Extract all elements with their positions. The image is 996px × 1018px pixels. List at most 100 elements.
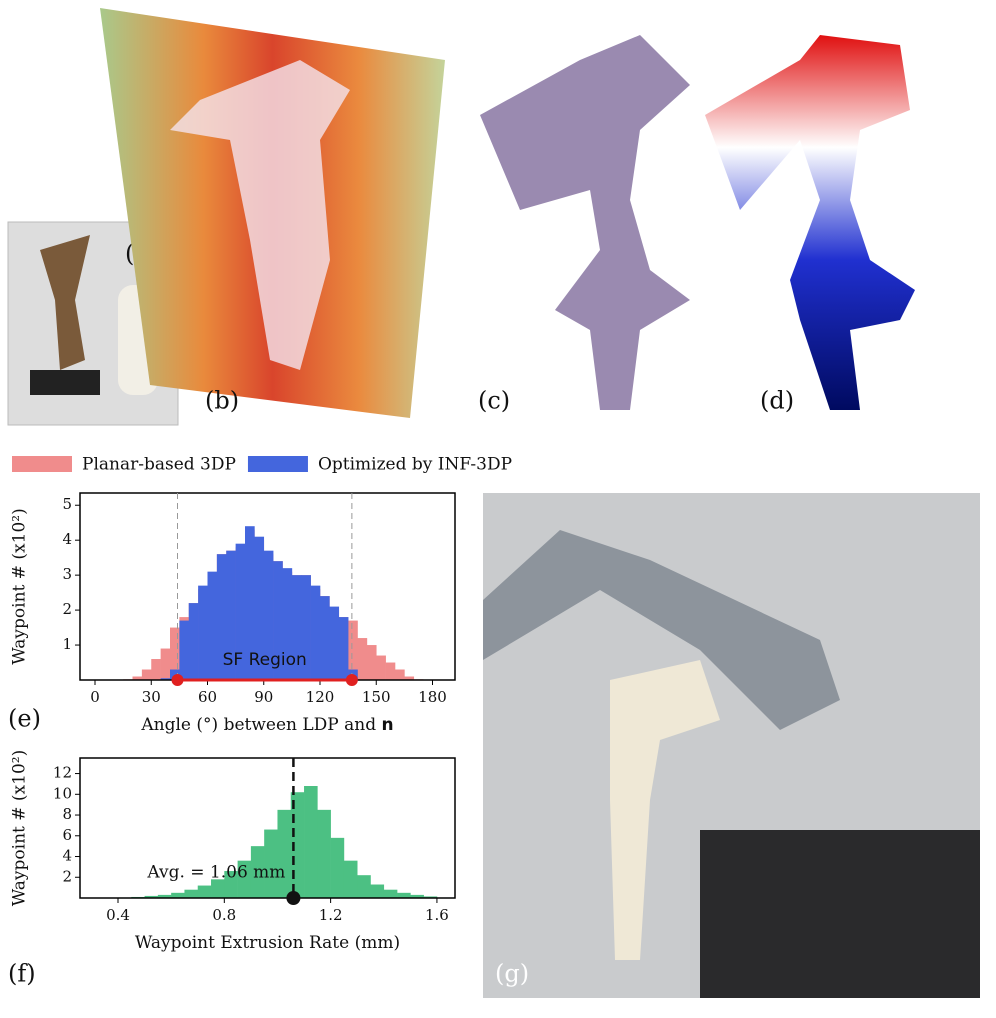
bar — [141, 669, 152, 680]
bar — [160, 648, 171, 680]
y-tick-label: 8 — [62, 805, 72, 823]
legend-swatch — [247, 456, 308, 472]
model-c — [480, 35, 690, 410]
bar — [273, 561, 283, 680]
bar — [277, 809, 292, 898]
bar — [224, 871, 238, 898]
print-bed — [700, 830, 980, 998]
panel-label: (g) — [495, 960, 529, 988]
bar — [198, 585, 208, 680]
panel-label: (c) — [478, 387, 510, 415]
bar — [329, 606, 340, 680]
x-axis-label-bold: n — [382, 715, 394, 735]
bar — [370, 884, 385, 898]
bar — [237, 860, 252, 898]
bar — [423, 896, 438, 898]
x-axis-label: Angle (°) between LDP and n — [140, 715, 393, 736]
bar — [376, 655, 386, 680]
bar — [395, 669, 405, 680]
x-tick-label: 0 — [90, 688, 100, 706]
bar — [207, 571, 218, 680]
average-marker — [286, 891, 301, 905]
bar — [301, 575, 311, 680]
bar — [357, 875, 371, 898]
region-label: SF Region — [223, 650, 307, 670]
bar — [179, 620, 190, 680]
y-axis-label: Waypoint # (x10²) — [10, 508, 30, 664]
bar — [211, 879, 225, 898]
bar — [264, 829, 278, 898]
bar — [197, 885, 212, 898]
y-tick-label: 4 — [62, 847, 72, 865]
bar — [245, 526, 255, 680]
bar — [282, 568, 293, 680]
y-tick-label: 10 — [53, 784, 72, 802]
x-tick-label: 0.8 — [212, 906, 236, 924]
x-tick-label: 90 — [254, 688, 273, 706]
x-tick-label: 180 — [418, 688, 447, 706]
bar — [160, 678, 171, 680]
bar — [343, 860, 358, 898]
sculpture — [40, 235, 90, 370]
region-end — [345, 674, 358, 686]
bar — [170, 627, 180, 680]
y-tick-label: 2 — [62, 867, 72, 885]
bar — [310, 585, 321, 680]
x-tick-label: 30 — [142, 688, 161, 706]
bar — [254, 536, 265, 680]
x-tick-label: 0.4 — [106, 906, 130, 924]
bar — [171, 892, 185, 898]
panel-label: (d) — [760, 387, 794, 415]
y-tick-label: 5 — [62, 495, 72, 513]
legend-swatch — [12, 456, 72, 472]
x-tick-label: 1.6 — [425, 906, 449, 924]
bar — [216, 554, 227, 680]
x-tick-label: 120 — [306, 688, 335, 706]
legend-label: Optimized by INF-3DP — [318, 455, 512, 475]
panel-label: (f) — [8, 960, 36, 988]
y-tick-label: 2 — [62, 600, 72, 618]
model-d — [705, 35, 915, 410]
bar — [235, 543, 246, 680]
bar — [184, 889, 199, 898]
y-tick-label: 1 — [62, 635, 72, 653]
y-axis-label: Waypoint # (x10²) — [10, 750, 30, 906]
bar — [263, 550, 274, 680]
bar — [366, 645, 377, 680]
model-b — [170, 60, 350, 370]
panel-label: (b) — [205, 387, 239, 415]
axes-frame — [79, 757, 456, 899]
bar — [338, 617, 349, 680]
bar — [144, 895, 159, 898]
bar — [188, 603, 199, 680]
x-tick-label: 150 — [362, 688, 391, 706]
bar — [291, 575, 302, 680]
pedestal — [30, 370, 100, 395]
bar — [317, 809, 331, 898]
x-axis-label-text: Waypoint Extrusion Rate (mm) — [135, 933, 400, 953]
bar — [385, 662, 396, 680]
bar — [397, 892, 411, 898]
legend-label: Planar-based 3DP — [82, 455, 236, 475]
bar — [320, 596, 330, 680]
bar — [404, 676, 415, 680]
y-tick-label: 6 — [62, 826, 72, 844]
bar — [330, 837, 345, 898]
panel-label: (e) — [8, 705, 41, 733]
bar — [357, 638, 368, 680]
bar — [348, 620, 358, 680]
bar — [304, 786, 318, 898]
bar — [410, 894, 424, 898]
y-tick-label: 12 — [53, 764, 72, 782]
bar — [151, 659, 161, 680]
bar — [132, 676, 143, 680]
y-tick-label: 4 — [62, 530, 72, 548]
bar — [157, 894, 172, 898]
x-axis-label-text: Angle (°) between LDP and — [140, 715, 381, 735]
x-axis-label: Waypoint Extrusion Rate (mm) — [135, 933, 400, 953]
y-tick-label: 3 — [62, 565, 72, 583]
bar — [250, 846, 265, 898]
x-tick-label: 1.2 — [319, 906, 343, 924]
average-label: Avg. = 1.06 mm — [146, 863, 285, 883]
